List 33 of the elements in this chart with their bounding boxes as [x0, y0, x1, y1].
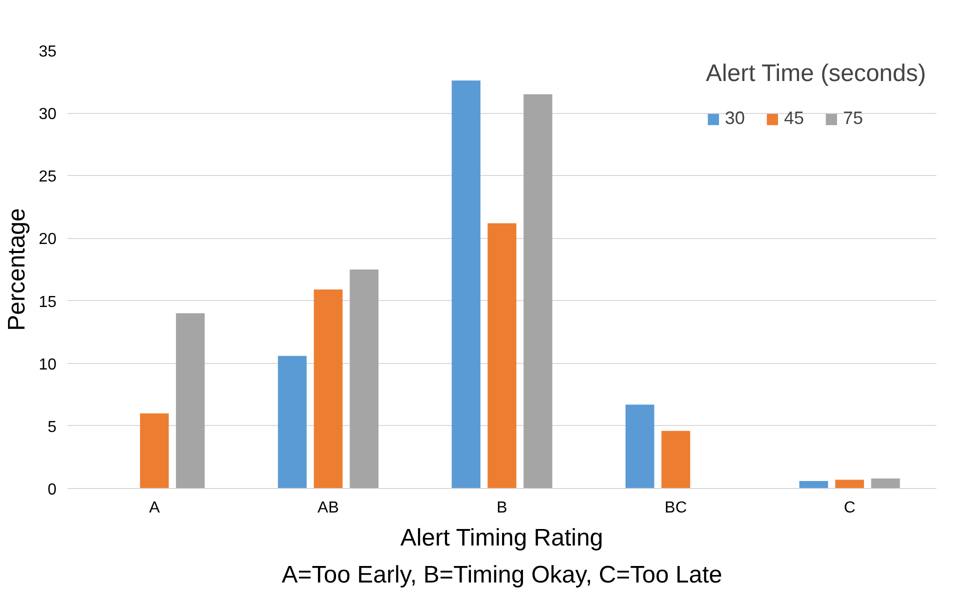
- bar: [661, 430, 690, 488]
- text: A=Too Early, B=Timing Okay, C=Too Late: [282, 562, 722, 588]
- bar: [871, 478, 900, 488]
- x-tick-label: A: [149, 500, 160, 516]
- bar: [314, 290, 343, 488]
- x-tick-label: AB: [318, 500, 339, 516]
- bar: [524, 94, 552, 488]
- y-tick-label: 35: [38, 44, 57, 60]
- y-tick-label: 20: [38, 231, 57, 248]
- bar: [488, 223, 516, 488]
- y-tick-label: 25: [38, 168, 57, 186]
- bar: [140, 413, 169, 488]
- legend-label: 75: [842, 108, 864, 129]
- x-axis-title: Alert Timing Rating: [400, 524, 604, 552]
- y-tick-label: 10: [38, 356, 57, 374]
- x-tick-label: C: [844, 500, 856, 516]
- y-axis-title: Percentage: [4, 208, 31, 331]
- bar: [350, 270, 378, 488]
- x-tick-label: BC: [664, 500, 687, 516]
- y-tick-label: 15: [38, 294, 57, 311]
- bar: [278, 356, 307, 488]
- legend-label: 45: [784, 108, 804, 129]
- x-tick-label: B: [496, 500, 508, 516]
- bar: [835, 480, 864, 488]
- bar: [452, 80, 480, 488]
- bar: [626, 404, 654, 488]
- y-tick-label: 30: [38, 106, 57, 124]
- y-tick-label: 0: [48, 482, 57, 498]
- y-tick-label: 5: [48, 418, 57, 436]
- bar: [176, 313, 205, 488]
- legend-title: Alert Time (seconds): [706, 60, 926, 88]
- legend-label: 30: [724, 108, 745, 129]
- bar: [799, 480, 828, 488]
